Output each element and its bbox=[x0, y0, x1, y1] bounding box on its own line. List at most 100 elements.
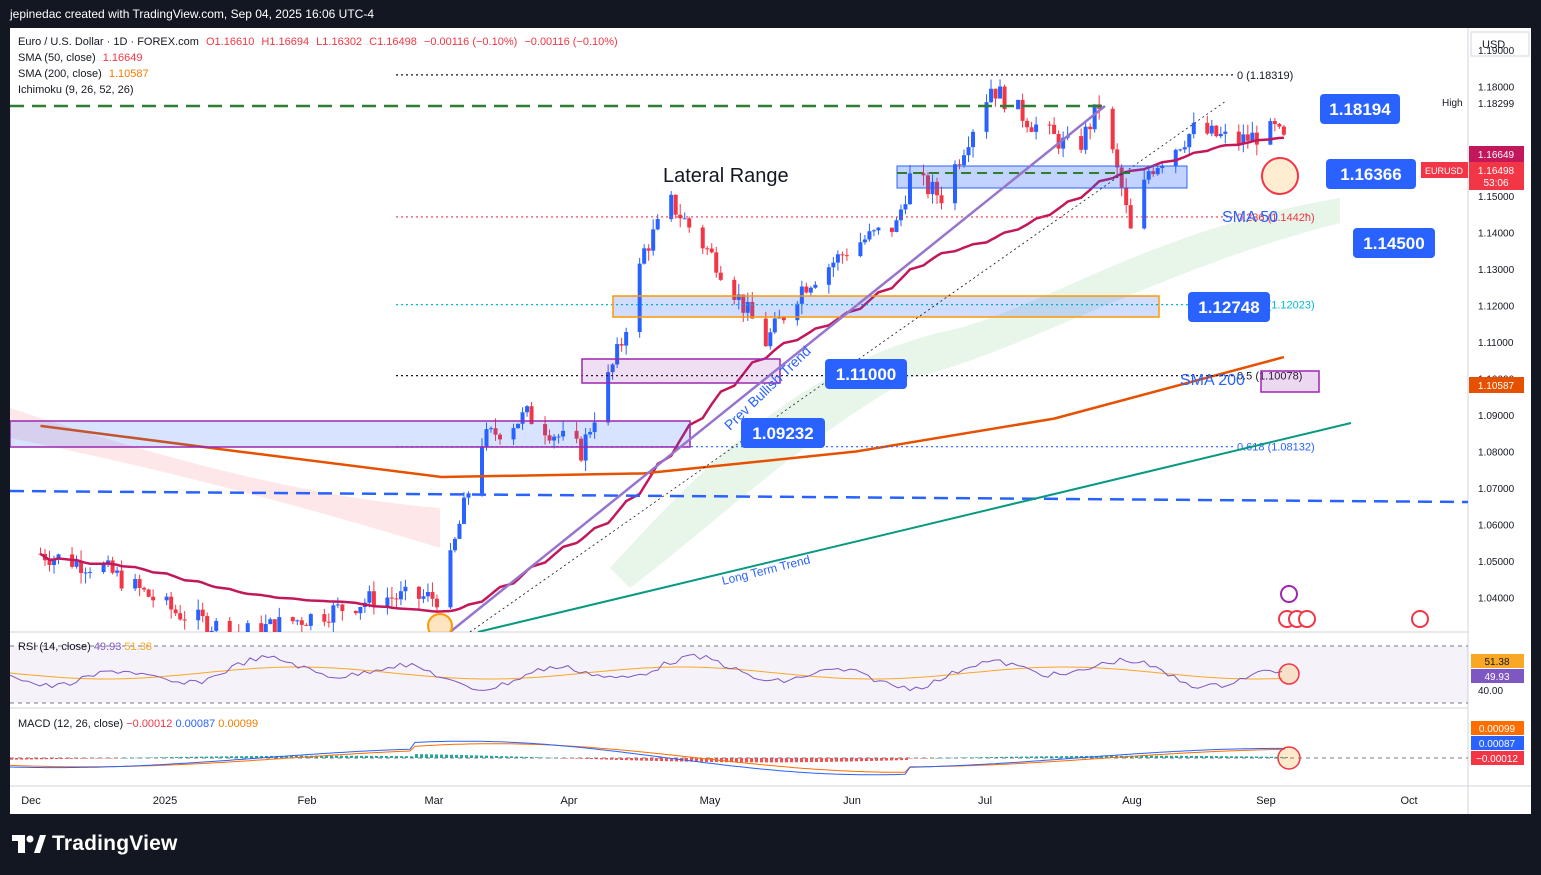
macd-histogram-bar bbox=[645, 758, 648, 761]
legend-symbol-row: Euro / U.S. Dollar · 1D · FOREX.com O1.1… bbox=[18, 34, 622, 50]
legend-ichimoku-row[interactable]: Ichimoku (9, 26, 52, 26) bbox=[18, 82, 622, 98]
macd-histogram-bar bbox=[190, 756, 193, 758]
rsi-ma-value: 51.38 bbox=[124, 641, 152, 653]
candle-body bbox=[466, 493, 471, 498]
macd-histogram-bar bbox=[260, 755, 263, 758]
macd-histogram-bar bbox=[155, 757, 158, 758]
legend-sma50-label: SMA (50, close) bbox=[18, 52, 96, 64]
rsi-legend[interactable]: RSI (14, close) 49.93 51.38 bbox=[18, 641, 152, 653]
macd-histogram-bar bbox=[1250, 756, 1253, 758]
macd-histogram-bar bbox=[725, 758, 728, 763]
macd-label: MACD (12, 26, close) bbox=[18, 718, 124, 730]
candle-body bbox=[146, 589, 151, 597]
candle-body bbox=[651, 229, 656, 251]
fib-level-label: 0.5 (1.10078) bbox=[1237, 371, 1302, 383]
macd-histogram-bar bbox=[1195, 755, 1198, 758]
candle-body bbox=[196, 609, 201, 621]
candle-body bbox=[826, 267, 831, 285]
candle-body bbox=[768, 332, 773, 347]
candle-body bbox=[209, 630, 214, 632]
macd-histogram-bar bbox=[1000, 756, 1003, 758]
macd-histogram-bar bbox=[360, 755, 363, 758]
candle-body bbox=[718, 272, 723, 280]
macd-legend[interactable]: MACD (12, 26, close) −0.00012 0.00087 0.… bbox=[18, 718, 258, 730]
candle-body bbox=[898, 209, 903, 221]
macd-histogram-bar bbox=[95, 758, 98, 759]
candle-body bbox=[889, 227, 894, 232]
candle-body bbox=[808, 287, 813, 293]
price-tick-label: 1.04000 bbox=[1478, 594, 1515, 605]
macd-histogram-bar bbox=[10, 758, 13, 760]
candle-body bbox=[799, 286, 804, 304]
macd-histogram-bar bbox=[230, 756, 233, 758]
macd-histogram-bar bbox=[1155, 755, 1158, 758]
macd-histogram-bar bbox=[730, 758, 733, 763]
tradingview-logo[interactable]: TradingView bbox=[12, 832, 178, 856]
candle-body bbox=[398, 591, 403, 600]
macd-histogram-bar bbox=[45, 758, 48, 760]
macd-histogram-bar bbox=[790, 758, 793, 763]
macd-histogram-bar bbox=[530, 757, 533, 758]
price-tick-label: 1.18000 bbox=[1478, 83, 1515, 94]
candle-body bbox=[1083, 126, 1088, 150]
macd-histogram-bar bbox=[805, 758, 808, 763]
macd-histogram-bar bbox=[550, 757, 553, 759]
chart-panel[interactable]: 0 (1.18319) 0.236 (1.1442ħ) 0.382 (1.12023… bbox=[10, 28, 1531, 814]
candle-body bbox=[907, 173, 912, 205]
macd-histogram-bar bbox=[585, 758, 588, 759]
sma200-price-badge bbox=[1469, 377, 1524, 393]
macd-histogram-bar bbox=[205, 756, 208, 758]
candle-body bbox=[164, 596, 169, 601]
macd-histogram-bar bbox=[580, 758, 583, 759]
macd-histogram-bar bbox=[285, 755, 288, 758]
candle-body bbox=[340, 604, 345, 612]
candle-body bbox=[421, 596, 426, 599]
candle-body bbox=[1142, 179, 1147, 229]
chart-canvas[interactable]: 0 (1.18319)0.236 (1.1442ħ)0.382 (1.12023… bbox=[10, 28, 1531, 814]
legend-symbol[interactable]: Euro / U.S. Dollar · 1D · FOREX.com bbox=[18, 36, 199, 48]
macd-histogram-bar bbox=[65, 758, 68, 759]
legend-sma200-row[interactable]: SMA (200, close) 1.10587 bbox=[18, 66, 622, 82]
candle-body bbox=[182, 619, 187, 621]
macd-histogram-bar bbox=[1055, 756, 1058, 758]
candle-body bbox=[1250, 132, 1255, 141]
macd-histogram-bar bbox=[830, 758, 833, 762]
legend-sma50-row[interactable]: SMA (50, close) 1.16649 bbox=[18, 50, 622, 66]
candle-body bbox=[1214, 125, 1219, 137]
macd-histogram-bar bbox=[675, 758, 678, 762]
price-callout-box bbox=[1188, 292, 1270, 322]
macd-histogram-bar bbox=[775, 758, 778, 763]
candle-body bbox=[169, 596, 174, 610]
macd-histogram-bar bbox=[950, 757, 953, 759]
candle-body bbox=[1115, 149, 1120, 168]
macd-histogram-bar bbox=[970, 757, 973, 758]
macd-histogram-bar bbox=[210, 756, 213, 758]
candle-body bbox=[844, 255, 849, 257]
macd-histogram-bar bbox=[340, 755, 343, 758]
legend-close: C1.16498 bbox=[369, 36, 417, 48]
candle-body bbox=[1245, 134, 1250, 141]
macd-histogram-bar bbox=[1185, 755, 1188, 758]
candle-body bbox=[489, 428, 494, 430]
candle-body bbox=[74, 560, 79, 567]
candle-body bbox=[173, 609, 178, 614]
macd-histogram-bar bbox=[370, 755, 373, 758]
macd-histogram-bar bbox=[70, 758, 73, 759]
macd-histogram-bar bbox=[795, 758, 798, 763]
macd-histogram-bar bbox=[620, 758, 623, 760]
macd-histogram-bar bbox=[80, 758, 83, 759]
candle-body bbox=[448, 550, 453, 608]
candle-body bbox=[1020, 99, 1025, 121]
currency-label: USD bbox=[1482, 39, 1505, 51]
time-axis-label: May bbox=[700, 795, 721, 807]
macd-histogram-bar bbox=[280, 755, 283, 758]
price-tick-label: 1.12000 bbox=[1478, 302, 1515, 313]
macd-histogram-bar bbox=[985, 757, 988, 758]
macd-histogram-bar bbox=[485, 755, 488, 758]
candle-body bbox=[1173, 149, 1178, 166]
macd-histogram-bar bbox=[855, 758, 858, 762]
macd-histogram-bar bbox=[670, 758, 673, 762]
rsi-band bbox=[10, 646, 1468, 703]
candle-body bbox=[1187, 134, 1192, 148]
candle-body bbox=[588, 432, 593, 435]
